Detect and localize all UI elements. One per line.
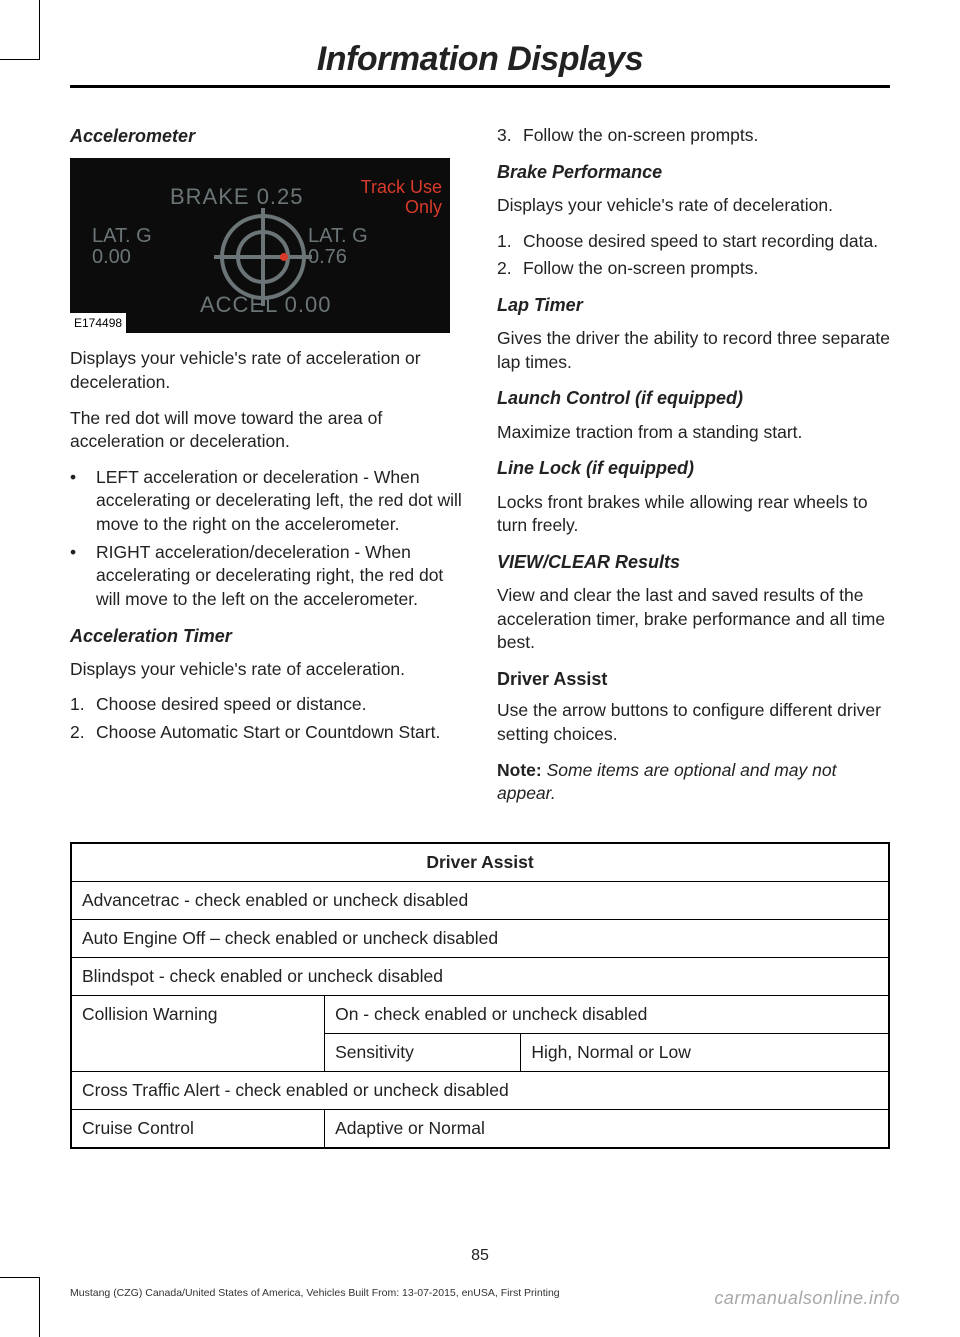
crop-mark-top-left bbox=[0, 0, 40, 60]
track-use-label: Track UseOnly bbox=[361, 178, 442, 218]
body-text: Displays your vehicle's rate of decelera… bbox=[497, 194, 890, 218]
lat-g-left: LAT. G0.00 bbox=[92, 226, 152, 268]
body-text: Displays your vehicle's rate of accelera… bbox=[70, 658, 463, 682]
list-item: 2.Follow the on-screen prompts. bbox=[497, 257, 890, 281]
table-row: Blindspot - check enabled or uncheck dis… bbox=[71, 957, 889, 995]
page-header: Information Displays bbox=[70, 40, 890, 88]
table-cell: High, Normal or Low bbox=[521, 1033, 889, 1071]
list-item: 2.Choose Automatic Start or Countdown St… bbox=[70, 721, 463, 745]
body-text: View and clear the last and saved result… bbox=[497, 584, 890, 655]
body-text: Displays your vehicle's rate of accelera… bbox=[70, 347, 463, 394]
body-text: Gives the driver the ability to record t… bbox=[497, 327, 890, 374]
figure-reference: E174498 bbox=[70, 313, 126, 333]
table-header: Driver Assist bbox=[71, 843, 889, 882]
body-text: The red dot will move toward the area of… bbox=[70, 407, 463, 454]
table-row: Cruise Control Adaptive or Normal bbox=[71, 1109, 889, 1148]
body-text: Use the arrow buttons to configure diffe… bbox=[497, 699, 890, 746]
table-cell: Collision Warning bbox=[71, 995, 325, 1071]
note-text: Note: Some items are optional and may no… bbox=[497, 759, 890, 806]
bullet-list: •LEFT acceleration or deceleration - Whe… bbox=[70, 466, 463, 612]
table-cell: Adaptive or Normal bbox=[325, 1109, 889, 1148]
right-column: 3.Follow the on-screen prompts. Brake Pe… bbox=[497, 124, 890, 818]
accelerometer-gauge bbox=[220, 214, 306, 300]
body-text: Maximize traction from a standing start. bbox=[497, 421, 890, 445]
accelerometer-display: BRAKE 0.25 Track UseOnly LAT. G0.00 LAT.… bbox=[70, 158, 450, 333]
list-item: 3.Follow the on-screen prompts. bbox=[497, 124, 890, 148]
table-cell: Auto Engine Off – check enabled or unche… bbox=[71, 919, 889, 957]
brake-readout: BRAKE 0.25 bbox=[170, 182, 304, 212]
lap-timer-heading: Lap Timer bbox=[497, 293, 890, 317]
footer-build-info: Mustang (CZG) Canada/United States of Am… bbox=[70, 1287, 560, 1299]
body-text: Locks front brakes while allowing rear w… bbox=[497, 491, 890, 538]
list-item: •LEFT acceleration or deceleration - Whe… bbox=[70, 466, 463, 537]
table-cell: On - check enabled or uncheck disabled bbox=[325, 995, 889, 1033]
acceleration-timer-heading: Acceleration Timer bbox=[70, 624, 463, 648]
crop-mark-bottom-left bbox=[0, 1277, 40, 1337]
list-item: 1.Choose desired speed or distance. bbox=[70, 693, 463, 717]
table-row: Auto Engine Off – check enabled or unche… bbox=[71, 919, 889, 957]
driver-assist-table: Driver Assist Advancetrac - check enable… bbox=[70, 842, 890, 1149]
table-cell: Cross Traffic Alert - check enabled or u… bbox=[71, 1071, 889, 1109]
list-item: 1.Choose desired speed to start recordin… bbox=[497, 230, 890, 254]
note-label: Note: bbox=[497, 760, 542, 780]
table-cell: Advancetrac - check enabled or uncheck d… bbox=[71, 881, 889, 919]
table-row: Advancetrac - check enabled or uncheck d… bbox=[71, 881, 889, 919]
driver-assist-heading: Driver Assist bbox=[497, 667, 890, 691]
accelerometer-heading: Accelerometer bbox=[70, 124, 463, 148]
page-title: Information Displays bbox=[70, 40, 890, 79]
table-row: Cross Traffic Alert - check enabled or u… bbox=[71, 1071, 889, 1109]
footer-watermark: carmanualsonline.info bbox=[714, 1288, 900, 1309]
table-cell: Sensitivity bbox=[325, 1033, 521, 1071]
numbered-list: 3.Follow the on-screen prompts. bbox=[497, 124, 890, 148]
brake-performance-heading: Brake Performance bbox=[497, 160, 890, 184]
launch-control-heading: Launch Control (if equipped) bbox=[497, 386, 890, 410]
table-row: Collision Warning On - check enabled or … bbox=[71, 995, 889, 1033]
left-column: Accelerometer BRAKE 0.25 Track UseOnly L… bbox=[70, 124, 463, 818]
table-cell: Blindspot - check enabled or uncheck dis… bbox=[71, 957, 889, 995]
view-clear-heading: VIEW/CLEAR Results bbox=[497, 550, 890, 574]
note-body: Some items are optional and may not appe… bbox=[497, 760, 836, 804]
numbered-list: 1.Choose desired speed or distance. 2.Ch… bbox=[70, 693, 463, 744]
accel-readout: ACCEL 0.00 bbox=[200, 290, 331, 320]
table-cell: Cruise Control bbox=[71, 1109, 325, 1148]
content-columns: Accelerometer BRAKE 0.25 Track UseOnly L… bbox=[70, 124, 890, 818]
line-lock-heading: Line Lock (if equipped) bbox=[497, 456, 890, 480]
numbered-list: 1.Choose desired speed to start recordin… bbox=[497, 230, 890, 281]
lat-g-right: LAT. G0.76 bbox=[308, 226, 368, 268]
page-number: 85 bbox=[0, 1247, 960, 1265]
list-item: •RIGHT acceleration/deceleration - When … bbox=[70, 541, 463, 612]
